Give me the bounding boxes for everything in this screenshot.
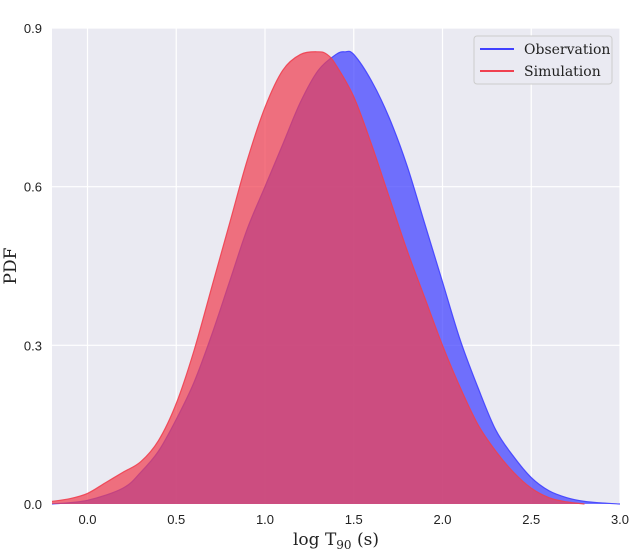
y-tick-labels: 0.0 0.3 0.6 0.9	[24, 21, 42, 512]
y-tick-label: 0.0	[24, 497, 42, 512]
series-areas	[51, 50, 621, 505]
x-tick-label: 0.5	[167, 512, 185, 527]
x-axis-title-subscript: 90	[336, 538, 351, 552]
y-tick-label: 0.3	[24, 338, 42, 353]
x-axis-title-main: log T	[293, 530, 337, 550]
y-tick-label: 0.6	[24, 180, 42, 195]
x-tick-label: 0.0	[78, 512, 96, 527]
line-simulation	[51, 51, 585, 505]
x-tick-label: 1.0	[256, 512, 274, 527]
x-tick-label: 3.0	[611, 512, 629, 527]
legend: Observation Simulation	[473, 35, 613, 85]
y-axis-title: PDF	[1, 247, 21, 284]
y-tick-label: 0.9	[24, 21, 42, 36]
legend-label-simulation: Simulation	[524, 64, 601, 80]
area-simulation	[52, 51, 585, 505]
x-tick-label: 2.5	[522, 512, 540, 527]
x-tick-label: 1.5	[345, 512, 363, 527]
x-tick-label: 2.0	[433, 512, 451, 527]
legend-label-observation: Observation	[524, 42, 610, 58]
x-axis-title: log T90 (s)	[293, 530, 379, 552]
x-tick-labels: 0.0 0.5 1.0 1.5 2.0 2.5 3.0	[78, 512, 629, 527]
x-axis-title-unit: (s)	[352, 530, 379, 550]
